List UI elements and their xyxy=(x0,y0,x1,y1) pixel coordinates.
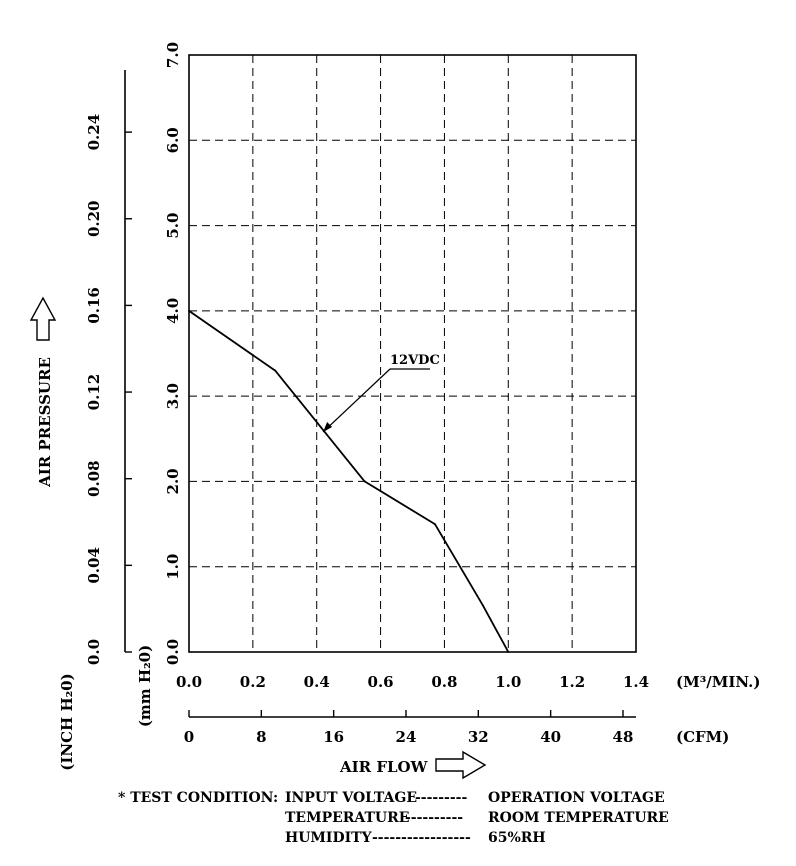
axes: 0.0 0.2 0.4 0.6 0.8 1.0 1.2 1.4 0 8 16 24 32 40 48 0.0 1… xyxy=(85,42,649,746)
y-secondary-unit: (INCH H₂0) xyxy=(58,673,76,770)
series-point-0-2 xyxy=(363,480,366,483)
y-primary-tick-label-7: 7.0 xyxy=(164,42,182,68)
x-primary-tick-label-6: 1.2 xyxy=(559,673,585,691)
condition-value-temperature: ROOM TEMPERATURE xyxy=(488,810,669,826)
x-secondary-tick-label-3: 24 xyxy=(396,728,417,746)
y-primary-tick-label-2: 2.0 xyxy=(164,468,182,494)
condition-label-humidity: HUMIDITY xyxy=(285,830,372,846)
x-primary-tick-label-5: 1.0 xyxy=(495,673,521,691)
series-leader-line-0 xyxy=(322,368,391,433)
x-primary-tick-label-0: 0.0 xyxy=(176,673,202,691)
condition-label-input-voltage: INPUT VOLTAGE xyxy=(285,790,418,806)
series-layer xyxy=(188,309,510,653)
x-secondary-tick-label-4: 32 xyxy=(468,728,489,746)
series-line-0 xyxy=(188,310,510,653)
x-primary-unit: (M³/MIN.) xyxy=(676,673,760,691)
series-leader-arrow-0 xyxy=(323,421,333,432)
y-secondary-tick-label-3: 0.12 xyxy=(85,374,103,411)
grid xyxy=(189,55,636,652)
y-secondary-tick-label-0: 0.0 xyxy=(85,639,103,665)
y-secondary-tick-label-4: 0.16 xyxy=(85,287,103,324)
x-primary-tick-label-3: 0.6 xyxy=(368,673,394,691)
condition-leader-input-voltage: --------- xyxy=(415,790,468,806)
condition-leader-humidity: ----------------- xyxy=(372,830,471,846)
series-point-0-0 xyxy=(188,309,190,312)
y-arrow-icon xyxy=(29,296,57,341)
axis-labels: (M³/MIN.) (CFM) AIR FLOW (mm H₂0) (INCH H₂0)… xyxy=(29,296,760,780)
series-label-0: 12VDC xyxy=(390,353,440,368)
series-point-0-4 xyxy=(481,604,484,606)
condition-value-humidity: 65%RH xyxy=(488,830,546,846)
plot-frame xyxy=(188,54,637,653)
y-axis-label: AIR PRESSURE xyxy=(36,357,54,488)
y-primary-tick-label-0: 0.0 xyxy=(164,639,182,665)
condition-leader-temperature: ---------- xyxy=(405,810,464,826)
y-secondary-tick-label-1: 0.04 xyxy=(85,547,103,584)
condition-value-input-voltage: OPERATION VOLTAGE xyxy=(488,790,665,806)
x-arrow-icon xyxy=(435,750,487,780)
series-point-0-5 xyxy=(507,651,510,653)
x-primary-tick-label-1: 0.2 xyxy=(240,673,266,691)
x-secondary-tick-label-5: 40 xyxy=(540,728,561,746)
y-primary-tick-label-3: 3.0 xyxy=(164,383,182,409)
series-point-0-1 xyxy=(274,369,277,372)
x-primary-tick-label-7: 1.4 xyxy=(623,673,649,691)
y-primary-tick-label-5: 5.0 xyxy=(164,213,182,239)
series-point-0-3 xyxy=(433,523,436,525)
x-secondary-tick-label-1: 8 xyxy=(256,728,266,746)
x-secondary-tick-label-0: 0 xyxy=(184,728,194,746)
y-primary-tick-label-6: 6.0 xyxy=(164,127,182,153)
y-primary-unit: (mm H₂0) xyxy=(136,645,154,727)
condition-label-temperature: TEMPERATURE xyxy=(285,810,410,826)
x-primary-tick-label-2: 0.4 xyxy=(304,673,330,691)
y-primary-tick-label-4: 4.0 xyxy=(164,298,182,324)
x-secondary-tick-label-2: 16 xyxy=(323,728,344,746)
test-condition-title: * TEST CONDITION: xyxy=(118,790,279,806)
y-secondary-tick-label-5: 0.20 xyxy=(85,200,103,237)
y-secondary-tick-label-6: 0.24 xyxy=(85,114,103,151)
x-secondary-unit: (CFM) xyxy=(676,728,729,746)
plot-border xyxy=(188,54,637,653)
y-primary-tick-label-1: 1.0 xyxy=(164,554,182,580)
y-secondary-tick-label-2: 0.08 xyxy=(85,460,103,497)
x-secondary-tick-label-6: 48 xyxy=(613,728,634,746)
x-primary-tick-label-4: 0.8 xyxy=(431,673,457,691)
x-axis-label: AIR FLOW xyxy=(339,758,429,776)
